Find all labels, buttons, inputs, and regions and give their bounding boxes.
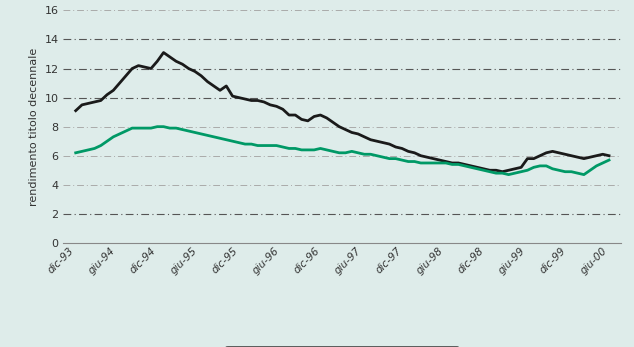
Italia — [97, 99, 105, 103]
Line: Germania: Germania — [75, 127, 609, 175]
Germania — [153, 125, 161, 129]
Italia — [160, 50, 167, 54]
Italia — [128, 67, 136, 71]
Germania — [486, 170, 494, 174]
Italia — [335, 125, 343, 129]
Y-axis label: rendimento titolo decennale: rendimento titolo decennale — [29, 48, 39, 206]
Germania — [84, 148, 92, 152]
Germania — [505, 172, 512, 177]
Italia — [486, 168, 494, 172]
Germania — [97, 143, 105, 147]
Italia — [605, 154, 613, 158]
Italia — [84, 101, 92, 105]
Germania — [72, 151, 79, 155]
Italia — [536, 154, 544, 158]
Line: Italia: Italia — [75, 52, 609, 172]
Italia — [72, 109, 79, 113]
Germania — [536, 164, 544, 168]
Italia — [498, 170, 506, 174]
Germania — [605, 158, 613, 162]
Germania — [128, 126, 136, 130]
Germania — [335, 151, 343, 155]
